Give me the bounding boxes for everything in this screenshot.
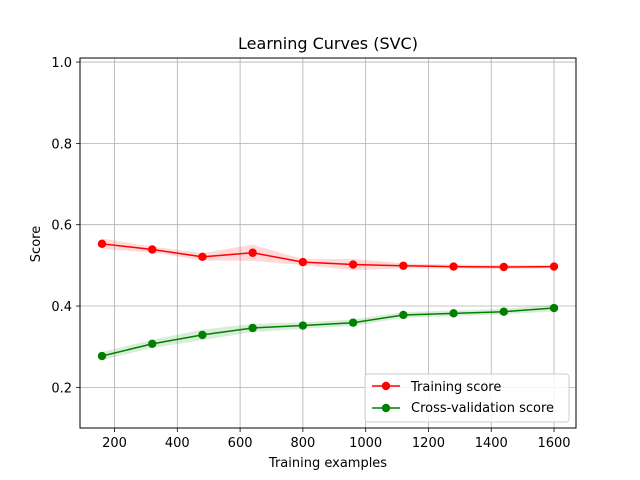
data-point-0 xyxy=(198,252,207,262)
data-point-0 xyxy=(549,262,559,271)
legend-label-cv: Cross-validation score xyxy=(411,401,554,416)
data-point-0 xyxy=(348,260,358,269)
data-point-0 xyxy=(148,245,157,254)
data-point-1 xyxy=(549,303,559,313)
data-point-1 xyxy=(449,309,458,318)
x-tick-label: 1000 xyxy=(349,436,382,451)
data-point-0 xyxy=(97,239,107,249)
data-point-1 xyxy=(499,307,508,316)
y-tick-label: 0.2 xyxy=(51,381,72,396)
x-tick-label: 600 xyxy=(228,436,253,451)
x-tick-label: 400 xyxy=(165,436,190,451)
data-point-0 xyxy=(399,261,408,270)
legend-marker-training xyxy=(381,381,391,391)
legend: Training score Cross-validation score xyxy=(364,373,570,423)
y-axis-ticks: 0.2 0.4 0.6 0.8 1.0 xyxy=(51,56,80,396)
data-point-1 xyxy=(97,351,107,361)
data-point-0 xyxy=(298,257,308,267)
chart-title: Learning Curves (SVC) xyxy=(238,34,418,53)
x-tick-label: 1400 xyxy=(475,436,508,451)
x-tick-label: 1600 xyxy=(537,436,570,451)
data-point-0 xyxy=(449,262,458,271)
x-axis-ticks: 200 400 600 800 1000 1200 1400 1600 xyxy=(102,428,571,451)
x-axis-label: Training examples xyxy=(268,456,387,471)
data-point-1 xyxy=(148,339,157,349)
data-point-1 xyxy=(298,321,308,330)
legend-marker-cv xyxy=(381,403,391,413)
y-tick-label: 0.8 xyxy=(51,137,72,152)
legend-label-training: Training score xyxy=(410,380,501,395)
series-line-0 xyxy=(101,243,555,268)
confidence-bands xyxy=(101,238,555,361)
data-point-1 xyxy=(198,330,207,340)
x-tick-label: 200 xyxy=(102,436,127,451)
series-line-1 xyxy=(101,307,555,357)
legend-box xyxy=(364,373,570,423)
data-point-1 xyxy=(348,318,358,327)
data-point-1 xyxy=(248,323,257,333)
y-axis-label: Score xyxy=(29,226,44,262)
data-point-1 xyxy=(399,310,408,320)
data-point-0 xyxy=(248,248,257,257)
data-point-0 xyxy=(499,262,508,272)
plot-frame xyxy=(79,57,577,429)
y-tick-label: 0.4 xyxy=(51,300,72,315)
series-layer xyxy=(97,239,559,361)
y-tick-label: 1.0 xyxy=(51,56,72,71)
confidence-band-1 xyxy=(101,304,555,361)
confidence-band-0 xyxy=(101,238,555,271)
x-tick-label: 800 xyxy=(290,436,315,451)
grid xyxy=(80,58,576,428)
y-tick-label: 0.6 xyxy=(51,219,72,234)
x-tick-label: 1200 xyxy=(412,436,445,451)
